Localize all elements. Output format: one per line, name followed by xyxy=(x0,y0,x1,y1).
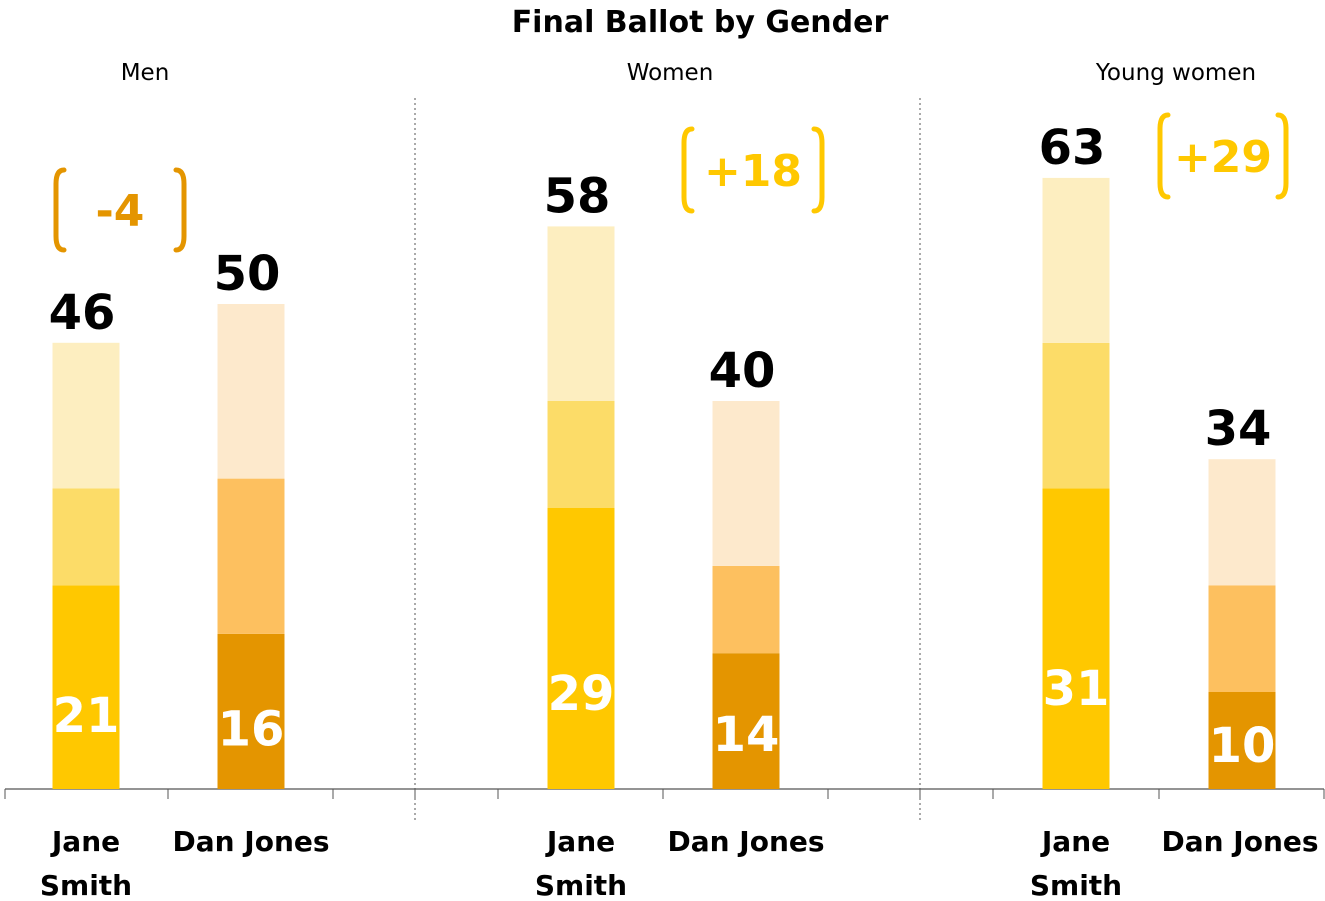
bar-base-label: 21 xyxy=(53,688,120,744)
category-label: Dan Jones xyxy=(1161,825,1318,858)
margin-bracket-left xyxy=(681,126,695,214)
category-label: Jane Smith xyxy=(40,825,132,901)
bar-base-label: 29 xyxy=(548,666,615,722)
bar-segment xyxy=(1042,488,1110,789)
bar-segment xyxy=(52,585,120,789)
bar-segment xyxy=(1208,459,1276,586)
bar-segment xyxy=(712,401,780,566)
bar-segment xyxy=(547,507,615,789)
bar-base-label: 31 xyxy=(1043,661,1110,717)
bar-total-label: 50 xyxy=(214,246,281,302)
bar-base-label: 10 xyxy=(1209,718,1276,774)
bar-segment xyxy=(547,401,615,508)
category-label: Dan Jones xyxy=(667,825,824,858)
bar-segment xyxy=(217,304,285,479)
bar-segment xyxy=(712,565,780,654)
bar-segment xyxy=(1042,342,1110,489)
margin-bracket-right xyxy=(811,126,825,214)
bar-segment xyxy=(1208,692,1276,789)
bar-segment xyxy=(547,226,615,401)
bar-total-label: 63 xyxy=(1039,120,1106,176)
bar-segment xyxy=(217,633,285,789)
panel-title: Men xyxy=(121,60,170,86)
margin-label: +18 xyxy=(704,146,802,197)
margin-bracket-right xyxy=(1275,112,1289,200)
bar-total-label: 58 xyxy=(544,168,611,224)
bar-segment xyxy=(52,342,120,489)
panel-title: Women xyxy=(627,60,714,86)
chart-title: Final Ballot by Gender xyxy=(512,5,889,40)
margin-label: +29 xyxy=(1174,132,1272,183)
bar-segment xyxy=(52,488,120,586)
category-label: Jane Smith xyxy=(1030,825,1122,901)
plot-area: Men 46 21 Jane Smith 50 16 Dan Jones -4 Women 58 29… xyxy=(4,60,1325,901)
category-label: Jane Smith xyxy=(535,825,627,901)
margin-bracket-left xyxy=(53,167,67,253)
panel-title: Young women xyxy=(1095,60,1256,86)
bar-total-label: 40 xyxy=(709,343,776,399)
bar-base-label: 14 xyxy=(713,707,780,763)
bar-segment xyxy=(712,653,780,789)
bar-base-label: 16 xyxy=(218,702,285,758)
bar-total-label: 34 xyxy=(1205,401,1272,457)
margin-bracket-left xyxy=(1157,112,1171,200)
margin-bracket-right xyxy=(173,167,187,253)
bar-segment xyxy=(1042,177,1110,343)
bar-segment xyxy=(1208,585,1276,692)
bar-total-label: 46 xyxy=(49,285,116,341)
category-label: Dan Jones xyxy=(172,825,329,858)
margin-label: -4 xyxy=(96,186,145,237)
bar-segment xyxy=(217,478,285,634)
